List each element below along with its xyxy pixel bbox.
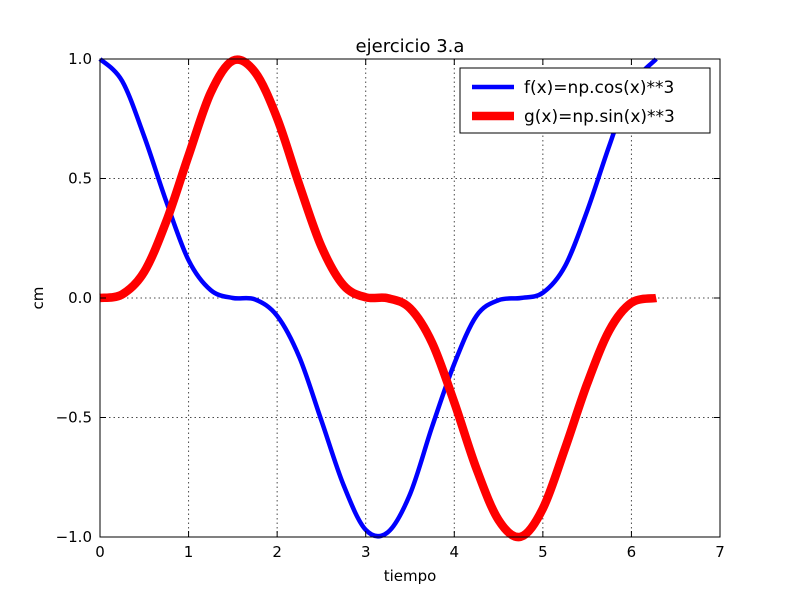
x-tick-label: 3 — [361, 543, 371, 561]
y-tick-label: −0.5 — [56, 409, 92, 427]
y-tick-label: −1.0 — [56, 528, 92, 546]
y-tick-label: 0.0 — [68, 289, 92, 307]
x-tick-label: 2 — [272, 543, 282, 561]
series-lines — [98, 55, 658, 542]
x-tick-label: 6 — [627, 543, 637, 561]
series-line-f — [98, 57, 658, 539]
x-tick-label: 0 — [95, 543, 105, 561]
legend-box — [459, 67, 711, 134]
legend-label: f(x)=np.cos(x)**3 — [524, 78, 674, 98]
legend: f(x)=np.cos(x)**3 g(x)=np.sin(x)**3 — [459, 67, 711, 134]
x-axis-title: tiempo — [384, 567, 437, 585]
y-axis-title: cm — [29, 287, 47, 310]
x-tick-label: 5 — [538, 543, 548, 561]
y-tick-label: 1.0 — [68, 50, 92, 68]
legend-label: g(x)=np.sin(x)**3 — [524, 107, 675, 127]
chart-title: ejercicio 3.a — [356, 36, 465, 57]
x-tick-label: 7 — [715, 543, 725, 561]
y-tick-label: 0.5 — [68, 170, 92, 188]
series-line-g — [99, 55, 658, 542]
x-tick-label: 4 — [450, 543, 460, 561]
axis-ticks: 0 1 2 3 4 5 6 7 −1.0 −0.5 0.0 0.5 1.0 — [56, 50, 725, 561]
x-tick-label: 1 — [184, 543, 194, 561]
